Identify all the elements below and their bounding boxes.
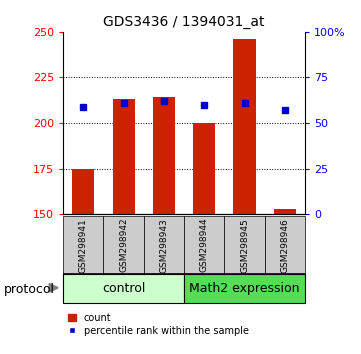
Bar (225, 216, 265, 274)
Bar (274, 209, 296, 214)
Text: Math2 expression: Math2 expression (189, 282, 300, 295)
Bar (104, 216, 144, 274)
Bar (144, 216, 184, 274)
Bar (184, 216, 225, 274)
Text: control: control (102, 282, 145, 295)
Text: GSM298945: GSM298945 (240, 218, 249, 273)
Text: GSM298946: GSM298946 (280, 218, 290, 273)
Text: GSM298941: GSM298941 (79, 218, 88, 273)
Bar (63, 216, 104, 274)
Text: protocol: protocol (4, 283, 55, 296)
Text: GSM298943: GSM298943 (160, 218, 169, 273)
Bar (265, 216, 305, 274)
Text: GSM298942: GSM298942 (119, 218, 128, 273)
Bar (113, 99, 135, 214)
Bar (184, 274, 305, 303)
Legend: count, percentile rank within the sample: count, percentile rank within the sample (68, 313, 249, 336)
Text: GSM298944: GSM298944 (200, 218, 209, 273)
Bar (72, 169, 95, 214)
Title: GDS3436 / 1394031_at: GDS3436 / 1394031_at (103, 16, 265, 29)
Bar (193, 123, 216, 214)
Bar (153, 97, 175, 214)
Bar (234, 39, 256, 214)
Bar (63, 274, 184, 303)
